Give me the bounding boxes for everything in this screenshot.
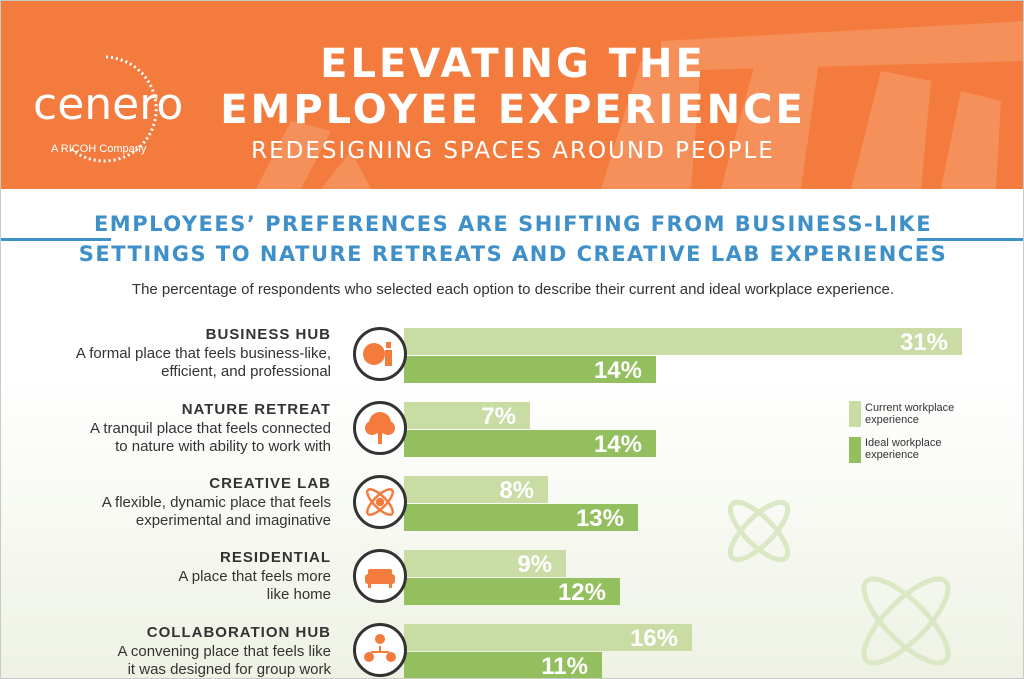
bar-ideal-0 (404, 356, 656, 383)
category-desc-line-2: experimental and imaginative (135, 512, 331, 529)
category-name: COLLABORATION HUB (146, 624, 331, 641)
category-desc-line-2: like home (266, 586, 331, 603)
title-line-1: ELEVATING THE (320, 41, 706, 87)
bar-ideal-1 (404, 430, 656, 457)
category-name: NATURE RETREAT (181, 401, 331, 418)
category-nature-retreat: NATURE RETREAT A tranquil place that fee… (90, 400, 331, 456)
legend-swatch-current (849, 401, 861, 427)
subtitle: REDESIGNING SPACES AROUND PEOPLE (251, 138, 775, 164)
category-residential: RESIDENTIAL A place that feels more like… (178, 548, 331, 604)
banner-decoration (256, 21, 1023, 189)
bar-current-4 (404, 624, 692, 651)
atom-icon (353, 475, 407, 529)
label-current-2: 8% (499, 477, 534, 504)
section-heading: EMPLOYEES’ PREFERENCES ARE SHIFTING FROM… (1, 209, 1023, 269)
cenero-logo: cenero A RICOH Company (31, 49, 184, 169)
category-desc-line-2: to nature with ability to work with (115, 438, 331, 455)
legend-ideal-line-2: experience (865, 449, 919, 461)
chart-description: The percentage of respondents who select… (131, 281, 895, 298)
logo-wordmark: cenero (33, 79, 184, 130)
bar-current-3 (404, 550, 566, 577)
category-desc-line-1: A tranquil place that feels connected (90, 420, 331, 437)
category-collaboration-hub: COLLABORATION HUB A convening place that… (117, 623, 331, 678)
bar-ideal-2 (404, 504, 638, 531)
section-heading-line-2: SETTINGS TO NATURE RETREATS AND CREATIVE… (78, 242, 948, 266)
category-creative-lab: CREATIVE LAB A flexible, dynamic place t… (102, 474, 331, 530)
category-desc-line-1: A flexible, dynamic place that feels (101, 494, 331, 511)
tree-icon (353, 401, 407, 455)
category-name: BUSINESS HUB (205, 326, 331, 343)
heading-rule-right (917, 238, 1023, 241)
legend-ideal: Ideal workplace experience (865, 437, 941, 461)
bar-ideal-3 (404, 578, 620, 605)
category-name: CREATIVE LAB (209, 475, 331, 492)
label-ideal-0: 14% (594, 357, 642, 384)
label-current-0: 31% (900, 329, 948, 356)
category-desc-line-2: efficient, and professional (161, 363, 331, 380)
bar-current-1 (404, 402, 530, 429)
label-current-4: 16% (630, 625, 678, 652)
legend-current-line-1: Current workplace (865, 402, 955, 414)
bar-current-0 (404, 328, 962, 355)
legend-ideal-line-1: Ideal workplace (865, 437, 942, 449)
section-heading-line-1: EMPLOYEES’ PREFERENCES ARE SHIFTING FROM… (93, 212, 933, 236)
category-desc-line-2: it was designed for group work (127, 661, 331, 678)
sofa-icon (353, 549, 407, 603)
bar-current-2 (404, 476, 548, 503)
presenter-icon (353, 327, 407, 381)
label-current-3: 9% (517, 551, 552, 578)
category-desc-line-1: A place that feels more (178, 568, 331, 585)
heading-rule-left (1, 238, 111, 241)
legend-current: Current workplace experience (865, 402, 954, 426)
label-ideal-3: 12% (558, 579, 606, 606)
team-icon (353, 623, 407, 677)
logo-tagline: A RICOH Company (51, 143, 147, 155)
label-ideal-4: 11% (541, 653, 588, 679)
legend-swatch-ideal (849, 437, 861, 463)
header-banner: cenero A RICOH Company ELEVATING THE EMP… (1, 1, 1023, 189)
category-desc-line-1: A formal place that feels business-like, (75, 345, 331, 362)
legend-current-line-2: experience (865, 414, 919, 426)
category-desc-line-1: A convening place that feels like (117, 643, 331, 660)
category-business-hub: BUSINESS HUB A formal place that feels b… (76, 325, 331, 381)
bar-ideal-4 (404, 652, 602, 678)
label-ideal-2: 13% (576, 505, 624, 532)
label-current-1: 7% (481, 403, 516, 430)
atom-watermark-icon (727, 499, 951, 666)
title-line-2: EMPLOYEE EXPERIENCE (220, 87, 806, 133)
label-ideal-1: 14% (594, 431, 642, 458)
category-name: RESIDENTIAL (219, 549, 331, 566)
